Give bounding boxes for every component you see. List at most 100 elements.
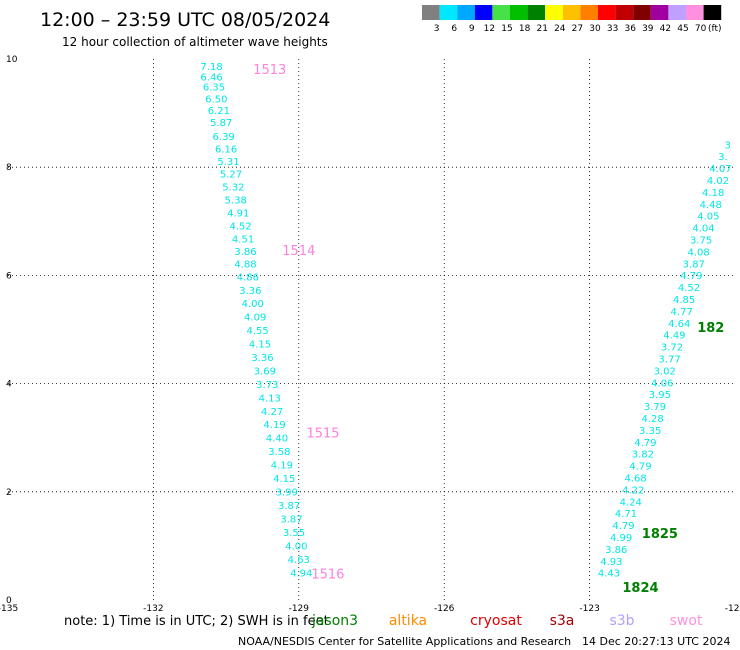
- colorbar-tick-label: 6: [451, 24, 457, 34]
- wave-height-value: 3.55: [283, 528, 305, 539]
- wave-height-value: 4.79: [612, 521, 634, 532]
- wave-height-value: 3.73: [256, 380, 278, 391]
- wave-height-value: 4.85: [673, 295, 695, 306]
- wave-height-value: 4.18: [702, 188, 724, 199]
- colorbar-tick-label: 27: [572, 24, 583, 34]
- satellite-legend-item: jason3: [311, 613, 358, 629]
- colorbar-swatch: [686, 5, 704, 20]
- wave-height-value: 4.79: [629, 462, 651, 473]
- colorbar-tick-label: 21: [536, 24, 547, 34]
- wave-height-value: 4.19: [271, 461, 293, 472]
- wave-height-value: 4.43: [598, 569, 620, 580]
- legend-note: note: 1) Time is in UTC; 2) SWH is in fe…: [64, 614, 329, 629]
- wave-height-value: 4.51: [232, 234, 254, 245]
- pass-number-label: 1516: [311, 567, 344, 582]
- wave-height-value: 4.79: [680, 271, 702, 282]
- wave-height-value: 4.06: [651, 378, 673, 389]
- wave-height-value: 4.55: [246, 326, 268, 337]
- wave-height-value: 5.27: [220, 169, 242, 180]
- track-points: 7.186.466.356.506.215.87 6.39 6.165.315.27…: [200, 62, 731, 580]
- x-tick-label: -129: [289, 604, 310, 614]
- colorbar-swatch: [580, 5, 598, 20]
- wave-height-value: 4.07: [709, 164, 731, 175]
- tick-labels: -135 -132 -129 -126 -123 -120 0 2 4 6 8 10: [0, 55, 740, 614]
- y-tick-label: 4: [6, 380, 12, 390]
- plot-area: -135 -132 -129 -126 -123 -120 0 2 4 6 8 10 7.186.46…: [0, 55, 740, 614]
- wave-height-value: 4.91: [227, 208, 249, 219]
- wave-height-value: 4.19: [263, 420, 285, 431]
- wave-height-value: 3.99: [276, 488, 298, 499]
- wave-height-value: 6.35: [203, 82, 225, 93]
- colorbar-tick-label: 30: [589, 24, 601, 34]
- colorbar-tick-label: 42: [660, 24, 671, 34]
- wave-height-value: 3.87: [280, 515, 302, 526]
- colorbar-tick-label: 9: [469, 24, 475, 34]
- wave-height-value: 3.36: [239, 286, 261, 297]
- wave-height-value: 3.36: [251, 353, 273, 364]
- wave-height-value: 3.87: [278, 501, 300, 512]
- colorbar-tick-label: 12: [484, 24, 495, 34]
- wave-height-value: 4.00: [242, 299, 264, 310]
- wave-height-value: 4.28: [641, 414, 663, 425]
- wave-height-value: 4.93: [600, 557, 622, 568]
- x-tick-label: -120: [725, 604, 740, 614]
- x-tick-label: -126: [434, 604, 455, 614]
- wave-height-value: 3.58: [268, 447, 290, 458]
- wave-height-value: 3.77: [658, 355, 680, 366]
- wave-height-value: 3.02: [654, 366, 676, 377]
- satellite-legend: jason3 altika cryosat s3a s3b swot: [311, 613, 703, 629]
- wave-height-value: 4.48: [700, 200, 722, 211]
- colorbar-swatch: [598, 5, 616, 20]
- wave-height-value: 3.82: [632, 450, 654, 461]
- wave-height-value: 3.95: [649, 390, 671, 401]
- colorbar-swatch: [527, 5, 546, 20]
- wave-height-value: 4.52: [678, 283, 700, 294]
- colorbar-tick-label: 36: [624, 24, 636, 34]
- satellite-legend-item: s3b: [609, 613, 634, 629]
- x-tick-label: -135: [0, 604, 18, 614]
- y-tick-label: 10: [6, 55, 18, 65]
- satellite-legend-item: altika: [389, 613, 427, 629]
- wave-height-value: 3.35: [639, 426, 661, 437]
- colorbar-swatch: [510, 5, 528, 20]
- pass-labels: 1513 1514 1515 1516 182 1825 1824: [253, 63, 724, 596]
- wave-height-value: 4.64: [668, 319, 690, 330]
- y-tick-label: 0: [6, 596, 12, 606]
- wave-height-value: 4.15: [249, 339, 271, 350]
- colorbar-swatch: [703, 5, 722, 20]
- satellite-legend-item: cryosat: [470, 613, 522, 629]
- wave-height-value: 5.32: [222, 182, 244, 193]
- colorbar-tick-label: 45: [677, 24, 688, 34]
- wave-height-value: 4.63: [288, 555, 310, 566]
- wave-height-value: 3.72: [661, 343, 683, 354]
- wave-height-value: 4.68: [625, 474, 647, 485]
- wave-height-value: 3.: [718, 152, 728, 163]
- x-tick-label: -123: [579, 604, 599, 614]
- colorbar-swatch: [422, 5, 440, 20]
- wave-height-value: 6.21: [208, 106, 230, 117]
- wave-height-value: 6.39: [213, 132, 235, 143]
- pass-number-label: 1824: [622, 581, 658, 596]
- colorbar-tick-label: 70: [695, 24, 707, 34]
- colorbar-tick-label: 3: [434, 24, 440, 34]
- wave-height-value: 7.18: [200, 62, 222, 73]
- wave-height-value: 4.99: [610, 533, 632, 544]
- wave-height-value: 4.79: [634, 438, 656, 449]
- wave-height-value: 4.08: [688, 247, 710, 258]
- pass-number-label: 1514: [282, 244, 315, 259]
- footer-org: NOAA/NESDIS Center for Satellite Applica…: [238, 635, 571, 648]
- y-tick-label: 6: [6, 271, 12, 281]
- wave-height-value: 4.49: [663, 331, 685, 342]
- wave-height-value: 6.50: [205, 94, 227, 105]
- wave-height-value: 3.79: [644, 402, 666, 413]
- pass-number-label: 1513: [253, 63, 286, 78]
- wave-height-value: 4.86: [237, 272, 259, 283]
- wave-height-value: 5.38: [225, 195, 247, 206]
- wave-height-value: 4.71: [615, 509, 637, 520]
- pass-number-label: 1515: [306, 427, 339, 442]
- wave-height-value: 4.52: [230, 221, 252, 232]
- wave-height-value: 4.13: [259, 393, 281, 404]
- colorbar-unit: (ft): [708, 24, 722, 34]
- wave-height-value: 4.27: [261, 407, 283, 418]
